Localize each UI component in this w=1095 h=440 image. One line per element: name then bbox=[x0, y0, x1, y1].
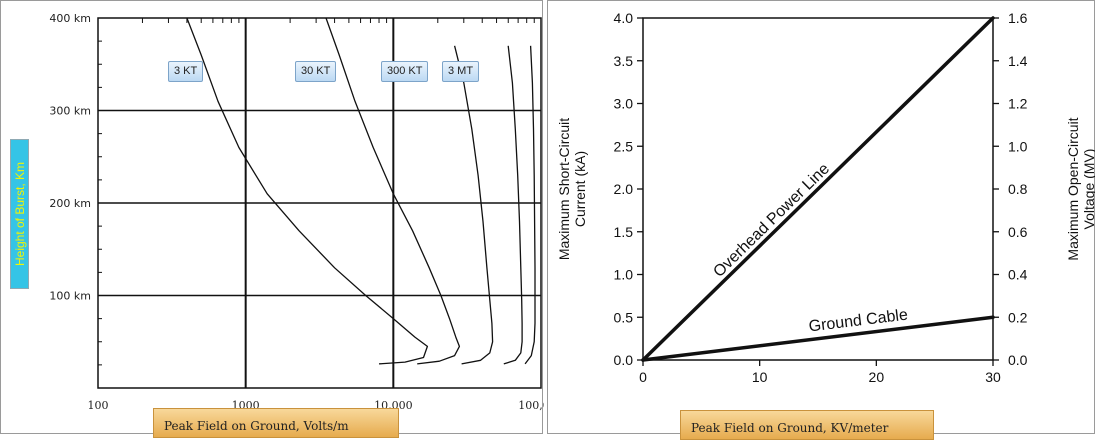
y-axis-title-box: Height of Burst, Km bbox=[10, 139, 29, 289]
y2-tick-label: 1.0 bbox=[1008, 138, 1028, 154]
series-line-2 bbox=[641, 315, 995, 362]
y-tick-label: 300 km bbox=[49, 105, 91, 118]
induced-current-chart-panel: 0.0 0.5 1.0 1.5 2.0 2.5 3.0 3.5 4.0 0.0 0.2 0.4 0.6 0… bbox=[547, 0, 1095, 440]
series-line-1 bbox=[186, 17, 429, 365]
series-line-3 bbox=[453, 45, 494, 365]
y-tick-label: 3.5 bbox=[614, 53, 634, 69]
x-tick-label: 30 bbox=[985, 369, 1001, 385]
y-axis-title-line1: Maximum Short-Circuit bbox=[556, 118, 572, 260]
series-label-ground-cable: Ground Cable bbox=[808, 307, 909, 336]
x-tick-label: 0 bbox=[639, 369, 647, 385]
y-tick-label: 0.5 bbox=[614, 309, 634, 325]
y2-tick-label: 0.4 bbox=[1008, 267, 1028, 283]
y-tick-label: 400 km bbox=[49, 12, 91, 25]
y-tick-label: 0.0 bbox=[614, 352, 634, 368]
series-label-300kt: 300 KT bbox=[381, 61, 429, 82]
y2-tick-label: 1.4 bbox=[1008, 53, 1028, 69]
y2-tick-label: 0.0 bbox=[1008, 352, 1028, 368]
y2-axis-title-line2: Voltage (MV) bbox=[1081, 149, 1095, 230]
y2-axis-title-line1: Maximum Open-Circuit bbox=[1065, 117, 1081, 260]
y-axis-title: Height of Burst, Km bbox=[12, 161, 27, 267]
y-tick-label: 2.0 bbox=[614, 181, 634, 197]
y2-tick-label: 0.6 bbox=[1008, 224, 1028, 240]
y-tick-label: 1.0 bbox=[614, 267, 634, 283]
y2-tick-label: 1.6 bbox=[1008, 10, 1028, 26]
series-line-4 bbox=[503, 45, 523, 365]
series-label-3mt: 3 MT bbox=[442, 61, 480, 82]
y2-tick-label: 1.2 bbox=[1008, 96, 1028, 112]
x-axis-title-box: Peak Field on Ground, Volts/m bbox=[153, 408, 399, 438]
x-tick-label: 100 bbox=[88, 399, 109, 412]
x-axis-title-box: Peak Field on Ground, KV/meter bbox=[680, 410, 934, 440]
induced-current-chart: 0.0 0.5 1.0 1.5 2.0 2.5 3.0 3.5 4.0 0.0 0.2 0.4 0.6 0… bbox=[556, 10, 1095, 385]
x-tick-label: 10 bbox=[752, 369, 768, 385]
y-tick-label: 2.5 bbox=[614, 138, 634, 154]
y-tick-label: 3.0 bbox=[614, 96, 634, 112]
y-tick-label: 200 km bbox=[49, 197, 91, 210]
series-line-5 bbox=[524, 45, 536, 365]
x-tick-label: 20 bbox=[869, 369, 885, 385]
y2-tick-label: 0.2 bbox=[1008, 309, 1028, 325]
series-line-1 bbox=[641, 16, 995, 362]
series-label-3kt: 3 KT bbox=[168, 61, 204, 82]
x-axis-title: Peak Field on Ground, Volts/m bbox=[164, 419, 349, 433]
y2-tick-label: 0.8 bbox=[1008, 181, 1028, 197]
x-tick-label: 100,000 bbox=[518, 399, 544, 412]
y-tick-label: 100 km bbox=[49, 290, 91, 303]
y-axis-title-line2: Current (kA) bbox=[572, 151, 588, 227]
series-line-2 bbox=[325, 17, 461, 365]
y-tick-label: 1.5 bbox=[614, 224, 634, 240]
series-label-overhead-power-line: Overhead Power Line bbox=[710, 160, 833, 280]
x-axis-title: Peak Field on Ground, KV/meter bbox=[691, 421, 889, 435]
series-label-30kt: 30 KT bbox=[295, 61, 337, 82]
y-tick-label: 4.0 bbox=[614, 10, 634, 26]
